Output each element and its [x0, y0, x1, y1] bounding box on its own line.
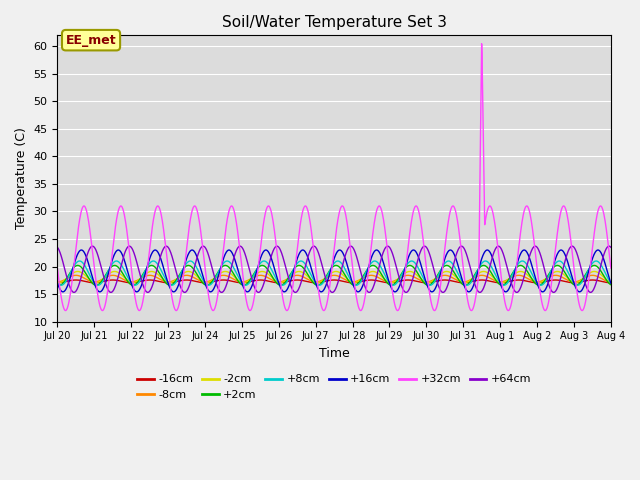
-16cm: [177, 278, 185, 284]
+16cm: [280, 289, 288, 295]
+64cm: [177, 285, 185, 290]
Y-axis label: Temperature (C): Temperature (C): [15, 128, 28, 229]
-8cm: [541, 276, 549, 282]
-8cm: [239, 279, 246, 285]
+32cm: [420, 247, 428, 253]
+32cm: [177, 292, 185, 298]
+8cm: [542, 278, 550, 284]
+16cm: [421, 275, 429, 281]
+32cm: [54, 265, 61, 271]
-16cm: [239, 280, 246, 286]
+8cm: [163, 278, 171, 284]
-16cm: [72, 277, 80, 283]
+16cm: [542, 286, 550, 291]
+16cm: [607, 280, 614, 286]
Line: -16cm: -16cm: [58, 280, 611, 283]
+8cm: [389, 282, 397, 288]
-16cm: [420, 280, 428, 286]
Legend: -16cm, -8cm, -2cm, +2cm, +8cm, +16cm, +32cm, +64cm: -16cm, -8cm, -2cm, +2cm, +8cm, +16cm, +3…: [132, 370, 536, 405]
+16cm: [163, 277, 171, 283]
Line: +16cm: +16cm: [58, 250, 611, 292]
+32cm: [607, 265, 614, 271]
+8cm: [371, 258, 378, 264]
-8cm: [54, 279, 61, 285]
Line: +8cm: +8cm: [58, 261, 611, 285]
-16cm: [54, 280, 61, 286]
-2cm: [239, 279, 246, 285]
+2cm: [498, 282, 506, 288]
+2cm: [607, 282, 614, 288]
-8cm: [164, 279, 172, 285]
+8cm: [421, 277, 429, 283]
+16cm: [177, 276, 184, 282]
-8cm: [420, 279, 428, 285]
+64cm: [181, 289, 189, 295]
-2cm: [493, 277, 500, 283]
-8cm: [177, 274, 185, 280]
+32cm: [136, 308, 143, 313]
Line: -8cm: -8cm: [58, 276, 611, 282]
X-axis label: Time: Time: [319, 347, 349, 360]
+2cm: [480, 263, 488, 268]
Line: +32cm: +32cm: [58, 44, 611, 311]
-16cm: [493, 280, 500, 286]
+2cm: [239, 282, 246, 288]
+16cm: [239, 282, 246, 288]
+64cm: [239, 246, 247, 252]
-2cm: [607, 279, 614, 285]
+2cm: [493, 278, 500, 284]
-16cm: [541, 279, 549, 285]
Line: +64cm: +64cm: [58, 246, 611, 292]
+64cm: [163, 243, 170, 249]
-16cm: [607, 280, 614, 286]
+8cm: [493, 275, 501, 281]
-2cm: [177, 273, 184, 278]
+16cm: [54, 280, 61, 286]
+8cm: [239, 281, 246, 287]
-8cm: [607, 279, 614, 285]
Text: EE_met: EE_met: [66, 34, 116, 47]
-2cm: [420, 278, 428, 284]
+16cm: [493, 270, 501, 276]
+64cm: [493, 244, 501, 250]
+64cm: [164, 244, 172, 250]
Line: -2cm: -2cm: [58, 272, 611, 282]
-8cm: [493, 278, 500, 284]
+64cm: [54, 244, 61, 250]
+32cm: [164, 259, 172, 265]
-16cm: [164, 280, 172, 286]
-2cm: [54, 279, 61, 285]
-2cm: [480, 269, 488, 275]
+64cm: [542, 272, 550, 277]
+8cm: [177, 271, 184, 277]
Line: +2cm: +2cm: [58, 265, 611, 285]
Title: Soil/Water Temperature Set 3: Soil/Water Temperature Set 3: [221, 15, 447, 30]
-8cm: [72, 273, 80, 278]
+8cm: [607, 280, 614, 286]
+64cm: [421, 243, 429, 249]
+32cm: [493, 238, 501, 243]
+2cm: [420, 280, 428, 286]
+2cm: [542, 276, 550, 282]
+2cm: [54, 282, 61, 288]
+16cm: [262, 247, 269, 253]
+2cm: [163, 281, 171, 287]
-2cm: [163, 279, 171, 285]
+64cm: [607, 244, 614, 250]
+32cm: [239, 273, 246, 279]
+8cm: [54, 280, 61, 286]
+32cm: [478, 41, 486, 47]
+2cm: [177, 270, 184, 276]
+32cm: [542, 307, 550, 313]
-2cm: [542, 276, 550, 282]
-2cm: [498, 279, 506, 285]
